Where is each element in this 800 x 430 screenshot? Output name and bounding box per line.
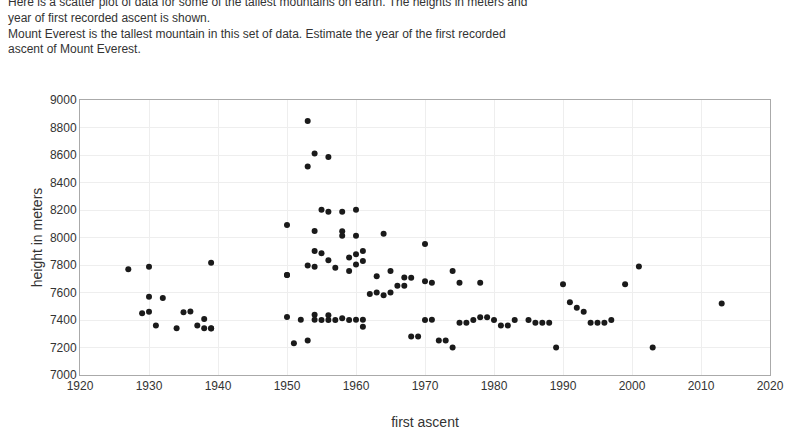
svg-text:first ascent: first ascent [391, 414, 459, 430]
svg-text:2010: 2010 [688, 379, 715, 393]
svg-text:7400: 7400 [50, 313, 77, 327]
svg-text:2000: 2000 [619, 379, 646, 393]
svg-text:1920: 1920 [67, 379, 94, 393]
svg-text:1960: 1960 [343, 379, 370, 393]
svg-text:1990: 1990 [550, 379, 577, 393]
svg-text:8400: 8400 [50, 176, 77, 190]
svg-text:Here is a scatter plot of data: Here is a scatter plot of data for some … [8, 0, 527, 56]
svg-text:1930: 1930 [136, 379, 163, 393]
svg-text:8800: 8800 [50, 121, 77, 135]
svg-text:1970: 1970 [412, 379, 439, 393]
svg-text:7200: 7200 [50, 341, 77, 355]
svg-text:1950: 1950 [274, 379, 301, 393]
svg-text:2020: 2020 [757, 379, 784, 393]
svg-text:8000: 8000 [50, 231, 77, 245]
svg-text:1980: 1980 [481, 379, 508, 393]
svg-text:7000: 7000 [50, 368, 77, 382]
svg-text:height in meters: height in meters [29, 188, 45, 288]
svg-text:8600: 8600 [50, 148, 77, 162]
svg-text:9000: 9000 [50, 93, 77, 107]
svg-text:7800: 7800 [50, 258, 77, 272]
svg-text:1940: 1940 [205, 379, 232, 393]
svg-text:7600: 7600 [50, 286, 77, 300]
svg-text:8200: 8200 [50, 203, 77, 217]
